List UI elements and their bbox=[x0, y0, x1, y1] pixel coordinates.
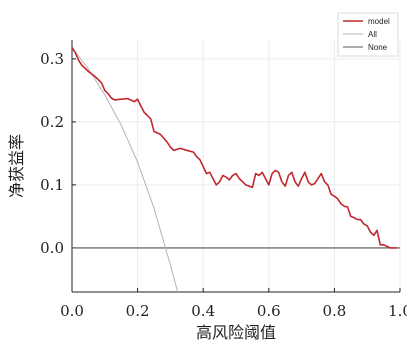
legend-label: model bbox=[368, 17, 390, 26]
series-line-model bbox=[72, 47, 397, 249]
x-tick-label: 0.4 bbox=[191, 302, 215, 320]
series-lines bbox=[72, 47, 400, 292]
legend-label: None bbox=[368, 43, 388, 52]
y-tick-label: 0.3 bbox=[40, 50, 64, 68]
axes bbox=[71, 40, 400, 293]
plot-background bbox=[72, 40, 400, 292]
x-tick-label: 0.2 bbox=[126, 302, 150, 320]
y-tick-label: 0.1 bbox=[40, 176, 64, 194]
y-tick-label: 0.2 bbox=[40, 113, 64, 131]
x-tick-label: 0.6 bbox=[257, 302, 281, 320]
tick-labels: 0.0 0.2 0.4 0.6 0.8 1.0 0.0 0.1 0.2 0.3 bbox=[40, 50, 407, 320]
x-tick-label: 1.0 bbox=[388, 302, 407, 320]
x-tick-label: 0.0 bbox=[60, 302, 84, 320]
y-axis-title: 净获益率 bbox=[7, 134, 26, 198]
x-tick-label: 0.8 bbox=[322, 302, 346, 320]
legend-label: All bbox=[368, 30, 377, 39]
y-tick-label: 0.0 bbox=[40, 239, 64, 257]
series-line-all bbox=[72, 47, 179, 292]
legend: model All None bbox=[337, 12, 399, 57]
x-axis-title: 高风险阈值 bbox=[196, 323, 276, 342]
